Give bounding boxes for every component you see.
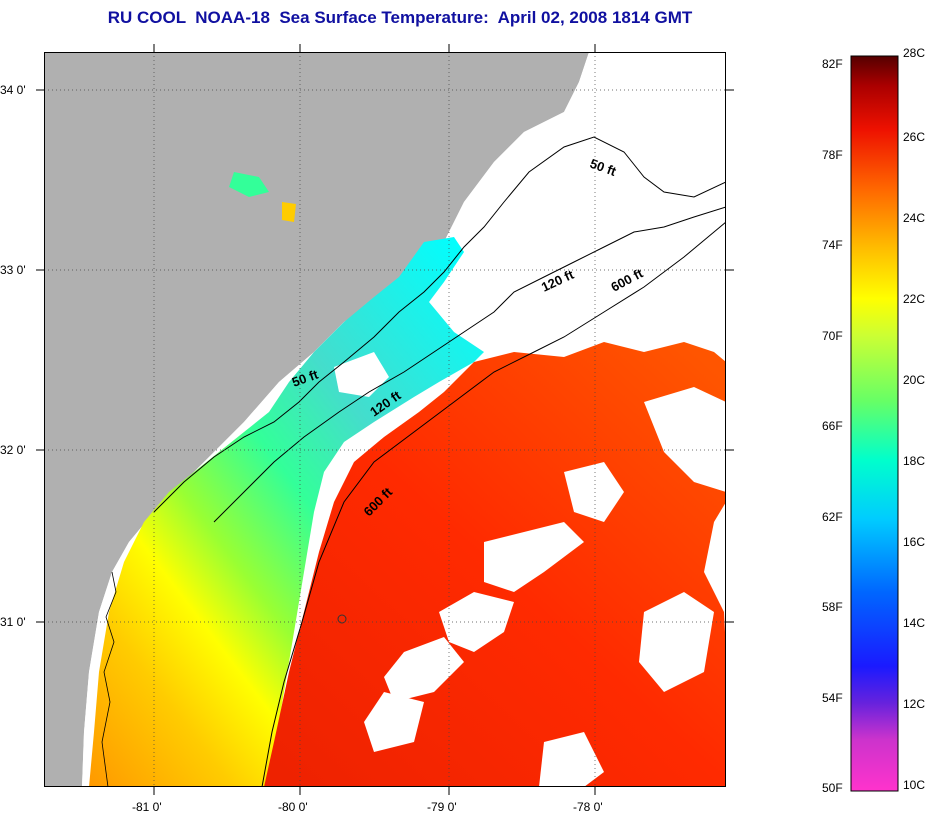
colorbar-c-label: 16C [903, 535, 926, 549]
colorbar-f-label: 66F [822, 419, 843, 433]
contour-600ft [261, 221, 726, 787]
sst-map: 50 ft 120 ft 600 ft 50 ft 120 ft 600 ft [44, 52, 726, 787]
colorbar [850, 55, 899, 792]
map-frame [44, 52, 726, 787]
lon-label: -81 0' [132, 800, 162, 814]
lat-label: 32 0' [0, 443, 26, 457]
colorbar-f-label: 70F [822, 329, 843, 343]
lon-label: -78 0' [573, 800, 603, 814]
grid-lines [44, 52, 726, 787]
cloud-patch [539, 732, 604, 787]
cloud-patch [334, 352, 389, 397]
colorbar-f-label: 54F [822, 691, 843, 705]
cloud-patch [644, 387, 726, 492]
cloud-patch [484, 522, 584, 592]
cloud-patch [639, 592, 714, 692]
colorbar-c-label: 22C [903, 292, 926, 306]
colorbar-c-label: 10C [903, 778, 926, 792]
colorbar-c-label: 20C [903, 373, 926, 387]
lon-label: -80 0' [278, 800, 308, 814]
map-title: RU COOL NOAA-18 Sea Surface Temperature:… [107, 8, 693, 27]
colorbar-f-label: 62F [822, 510, 843, 524]
lon-label: -79 0' [427, 800, 457, 814]
lat-label: 34 0' [0, 83, 26, 97]
land [44, 52, 589, 787]
island-patch [229, 172, 269, 197]
colorbar-f-label: 50F [822, 781, 843, 795]
colorbar-c-label: 14C [903, 616, 926, 630]
colorbar-c-label: 18C [903, 454, 926, 468]
colorbar-f-label: 74F [822, 238, 843, 252]
colorbar-gradient [850, 55, 899, 792]
colorbar-c-label: 12C [903, 697, 926, 711]
island-patch [282, 202, 296, 222]
colorbar-c-label: 26C [903, 130, 926, 144]
lat-label: 31 0' [0, 615, 26, 629]
contour-coastline-detail [101, 571, 117, 787]
colorbar-c-label: 28C [903, 46, 926, 60]
colorbar-f-label: 58F [822, 600, 843, 614]
contour-120ft [213, 206, 726, 523]
colorbar-f-label: 82F [822, 57, 843, 71]
cloud-patch [364, 692, 424, 752]
cloud-patch [384, 637, 464, 702]
contour-50ft [153, 136, 726, 513]
lat-label: 33 0' [0, 263, 26, 277]
cloud-patch [564, 462, 624, 522]
colorbar-f-label: 78F [822, 148, 843, 162]
colorbar-c-label: 24C [903, 211, 926, 225]
buoy-marker [337, 614, 347, 624]
